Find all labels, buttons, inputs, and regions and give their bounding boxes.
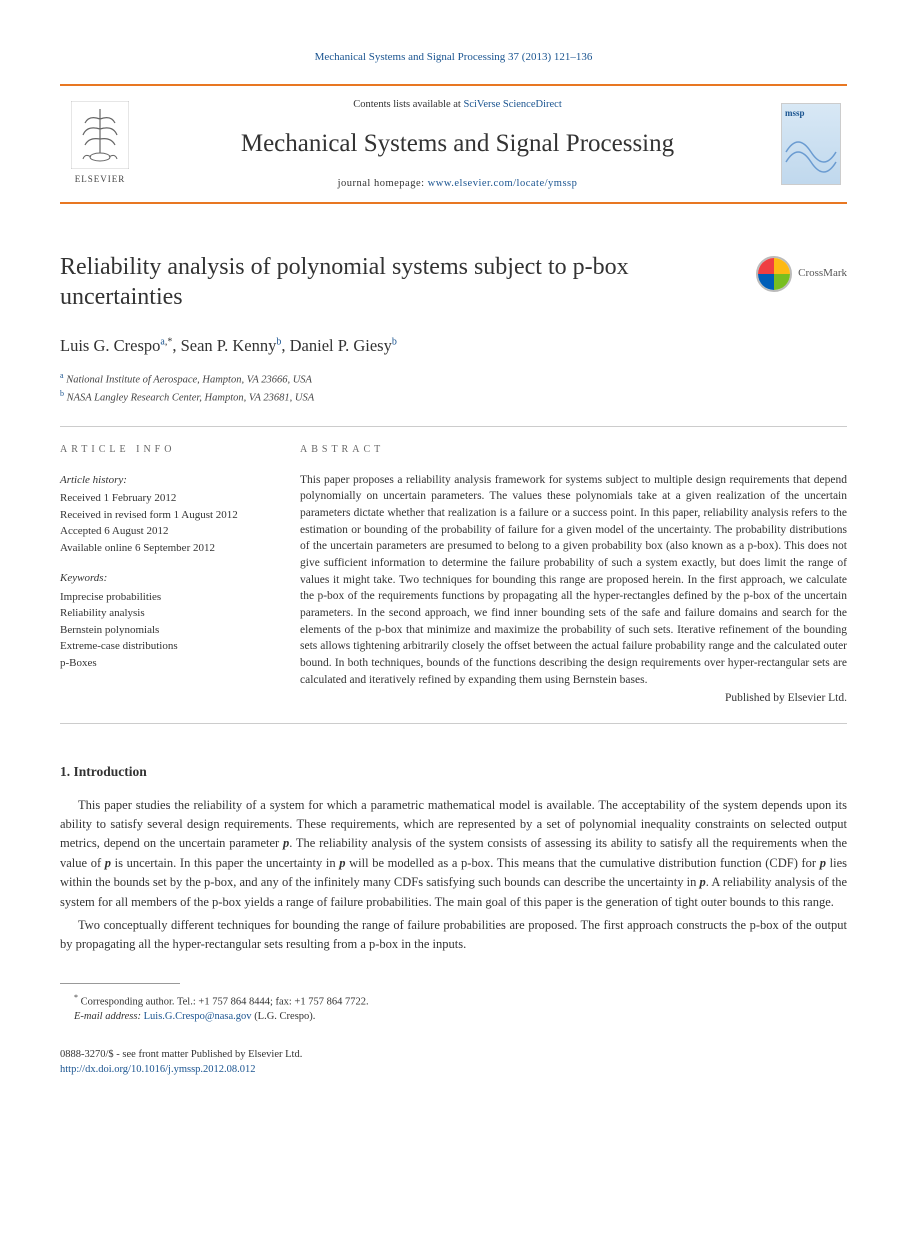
history-received: Received 1 February 2012 — [60, 490, 260, 507]
issn-line: 0888-3270/$ - see front matter Published… — [60, 1047, 847, 1062]
crossmark-badge[interactable]: CrossMark — [756, 256, 847, 292]
keyword: Reliability analysis — [60, 605, 260, 622]
author-name: Daniel P. Giesy — [290, 336, 392, 355]
author-name: Luis G. Crespo — [60, 336, 160, 355]
contents-prefix: Contents lists available at — [353, 99, 463, 110]
homepage-link[interactable]: www.elsevier.com/locate/ymssp — [428, 178, 578, 189]
contents-lists-line: Contents lists available at SciVerse Sci… — [353, 97, 561, 112]
section-heading-intro: 1. Introduction — [60, 762, 847, 782]
cover-abbrev: mssp — [785, 107, 837, 120]
history-online: Available online 6 September 2012 — [60, 540, 260, 557]
aff-text: National Institute of Aerospace, Hampton… — [66, 374, 312, 385]
footnote-divider — [60, 983, 180, 984]
aff-mark: b — [60, 389, 64, 398]
history-revised: Received in revised form 1 August 2012 — [60, 507, 260, 524]
article-info-head: ARTICLE INFO — [60, 443, 260, 458]
author-aff-mark: b — [392, 336, 397, 347]
aff-text: NASA Langley Research Center, Hampton, V… — [67, 393, 315, 404]
homepage-prefix: journal homepage: — [338, 178, 428, 189]
article-title: Reliability analysis of polynomial syste… — [60, 252, 680, 312]
crossmark-icon — [756, 256, 792, 292]
divider — [60, 723, 847, 724]
history-label: Article history: — [60, 472, 260, 489]
journal-banner: ELSEVIER Contents lists available at Sci… — [60, 84, 847, 204]
author-list: Luis G. Crespoa,*, Sean P. Kennyb, Danie… — [60, 334, 847, 358]
author-name: Sean P. Kenny — [181, 336, 277, 355]
intro-paragraph-2: Two conceptually different techniques fo… — [60, 916, 847, 955]
divider — [60, 426, 847, 427]
author-corr-mark: ,* — [165, 336, 173, 347]
author-aff-mark: b — [276, 336, 281, 347]
abstract-text: This paper proposes a reliability analys… — [300, 472, 847, 689]
email-paren: (L.G. Crespo). — [254, 1011, 315, 1022]
intro-text: will be modelled as a p-box. This means … — [345, 856, 819, 870]
history-accepted: Accepted 6 August 2012 — [60, 523, 260, 540]
keywords-label: Keywords: — [60, 570, 260, 587]
banner-center: Contents lists available at SciVerse Sci… — [140, 86, 775, 202]
corr-author-line: Corresponding author. Tel.: +1 757 864 8… — [81, 996, 369, 1007]
journal-cover-thumb: mssp — [775, 86, 847, 202]
journal-title: Mechanical Systems and Signal Processing — [241, 126, 674, 162]
article-history: Article history: Received 1 February 201… — [60, 472, 260, 557]
keywords: Keywords: Imprecise probabilities Reliab… — [60, 570, 260, 671]
affiliations: a National Institute of Aerospace, Hampt… — [60, 370, 847, 406]
email-footnote: E-mail address: Luis.G.Crespo@nasa.gov (… — [60, 1010, 847, 1025]
elsevier-logo: ELSEVIER — [60, 86, 140, 202]
crossmark-label: CrossMark — [798, 266, 847, 282]
keyword: Bernstein polynomials — [60, 622, 260, 639]
keyword: Imprecise probabilities — [60, 589, 260, 606]
abstract-head: ABSTRACT — [300, 443, 847, 458]
sciencedirect-link[interactable]: SciVerse ScienceDirect — [463, 99, 561, 110]
intro-text: is uncertain. In this paper the uncertai… — [111, 856, 339, 870]
corresponding-footnote: * Corresponding author. Tel.: +1 757 864… — [60, 992, 847, 1010]
elsevier-label: ELSEVIER — [75, 173, 126, 186]
homepage-line: journal homepage: www.elsevier.com/locat… — [338, 176, 578, 191]
doi-prefix-link[interactable]: http://dx.doi.org/ — [60, 1064, 131, 1075]
aff-mark: a — [60, 371, 64, 380]
email-label: E-mail address: — [74, 1011, 141, 1022]
email-link[interactable]: Luis.G.Crespo@nasa.gov — [144, 1011, 252, 1022]
footer-block: 0888-3270/$ - see front matter Published… — [60, 1047, 847, 1077]
journal-citation: Mechanical Systems and Signal Processing… — [60, 50, 847, 66]
keyword: p-Boxes — [60, 655, 260, 672]
intro-paragraph-1: This paper studies the reliability of a … — [60, 796, 847, 912]
elsevier-tree-icon — [71, 101, 129, 169]
keyword: Extreme-case distributions — [60, 638, 260, 655]
published-by: Published by Elsevier Ltd. — [300, 690, 847, 707]
doi-link[interactable]: 10.1016/j.ymssp.2012.08.012 — [131, 1064, 256, 1075]
